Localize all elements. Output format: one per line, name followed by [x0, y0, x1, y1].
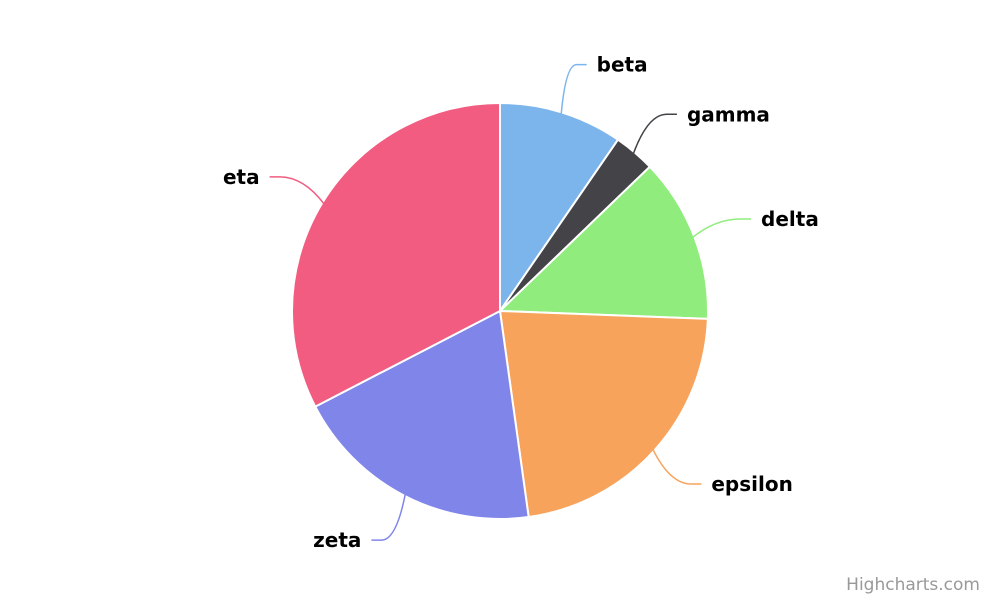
connector-delta [691, 218, 752, 239]
label-gamma: gamma [687, 102, 770, 126]
label-epsilon: epsilon [711, 472, 792, 496]
label-beta: beta [597, 53, 648, 77]
pie-slices [291, 102, 709, 520]
credits-link[interactable]: Highcharts.com [846, 575, 980, 595]
label-delta: delta [761, 207, 819, 231]
connector-zeta [371, 493, 407, 541]
connector-gamma [632, 113, 677, 155]
slice-labels: beta gamma delta epsilon zeta eta [223, 53, 819, 552]
connector-epsilon [652, 448, 702, 485]
pie-slice-epsilon[interactable] [499, 310, 709, 519]
label-connectors [269, 63, 752, 541]
connector-beta [560, 63, 587, 115]
label-zeta: zeta [313, 528, 361, 552]
label-eta: eta [223, 165, 260, 189]
connector-eta [269, 176, 325, 205]
